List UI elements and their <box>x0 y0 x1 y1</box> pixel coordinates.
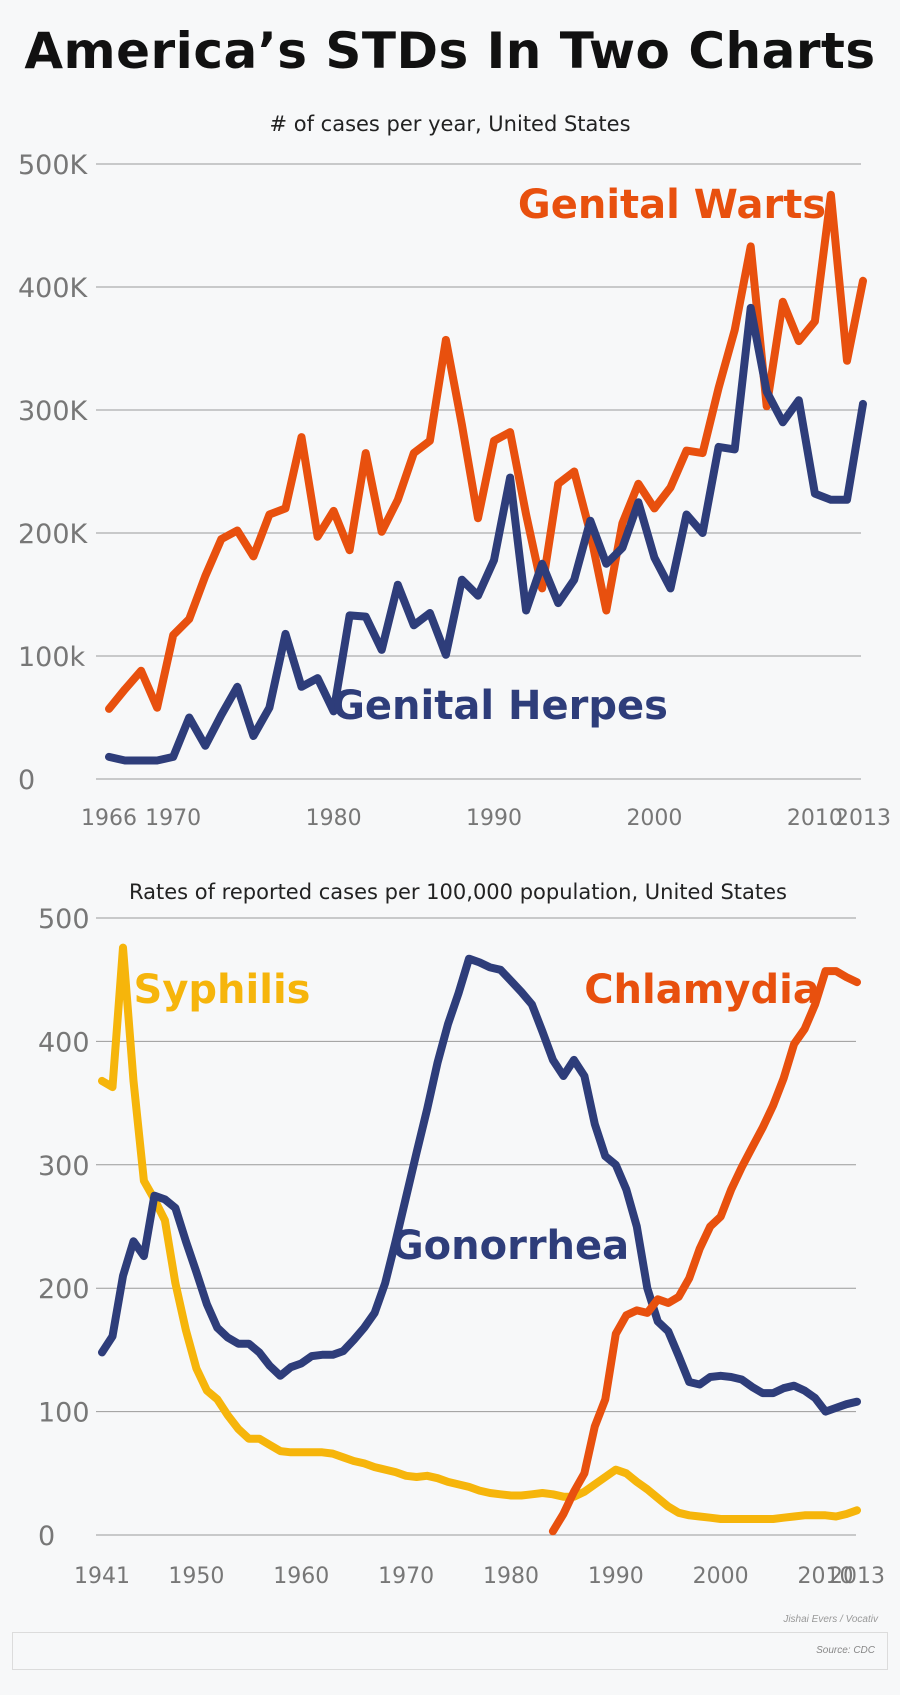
genital-warts-label: Genital Warts <box>518 182 826 228</box>
c1-ytick-label: 400K <box>18 273 89 304</box>
credit-text: Jishai Evers / Vocativ <box>783 1614 878 1625</box>
c2-ytick-label: 0 <box>38 1521 55 1552</box>
c2-xtick-label: 1970 <box>378 1564 434 1589</box>
c1-xtick-label: 1966 <box>81 806 137 831</box>
c1-ytick-label: 200K <box>18 519 89 550</box>
cases-chart-subtitle: # of cases per year, United States <box>269 112 630 136</box>
c1-ytick-label: 100k <box>18 642 86 673</box>
source-box: Source: CDC <box>12 1632 888 1670</box>
genital-warts-line <box>105 190 867 713</box>
cases-chart-svg: # of cases per year, United States 0 100k… <box>18 112 891 831</box>
gonorrhea-label: Gonorrhea <box>391 1223 629 1269</box>
chlamydia-label: Chlamydia <box>584 967 820 1013</box>
c1-ytick-label: 0 <box>18 765 35 796</box>
syphilis-line <box>98 943 861 1523</box>
page-title: America’s STDs In Two Charts <box>24 22 876 80</box>
cases-chart: # of cases per year, United States 0 100k… <box>18 112 891 831</box>
syphilis-label: Syphilis <box>134 967 311 1013</box>
c1-xtick-label: 1970 <box>145 806 201 831</box>
c2-ytick-label: 200 <box>38 1274 90 1305</box>
c1-xtick-label: 2000 <box>626 806 682 831</box>
c2-xtick-label: 1960 <box>273 1564 329 1589</box>
c1-xtick-label: 2013 <box>835 806 891 831</box>
c1-ytick-label: 500K <box>18 150 89 181</box>
c1-xtick-label: 1980 <box>306 806 362 831</box>
gonorrhea-line <box>98 954 861 1416</box>
c2-xtick-label: 1980 <box>483 1564 539 1589</box>
c2-ytick-label: 500 <box>38 904 90 935</box>
c2-xtick-label: 2013 <box>829 1564 885 1589</box>
c2-ytick-label: 100 <box>38 1398 90 1429</box>
c2-xtick-label: 2010 <box>798 1564 854 1589</box>
c2-xtick-label: 1990 <box>588 1564 644 1589</box>
c2-xtick-label: 1941 <box>74 1564 130 1589</box>
c2-xtick-label: 1950 <box>168 1564 224 1589</box>
c2-ytick-label: 400 <box>38 1027 90 1058</box>
chlamydia-line <box>548 967 861 1536</box>
genital-herpes-label: Genital Herpes <box>332 683 668 729</box>
c2-ytick-label: 300 <box>38 1151 90 1182</box>
rates-chart-subtitle: Rates of reported cases per 100,000 popu… <box>129 880 787 904</box>
source-text: Source: CDC <box>816 1645 875 1656</box>
c1-ytick-label: 300K <box>18 396 89 427</box>
genital-herpes-line <box>105 303 867 765</box>
c1-xtick-label: 1990 <box>466 806 522 831</box>
c2-xtick-label: 2000 <box>693 1564 749 1589</box>
c1-xtick-label: 2010 <box>787 806 843 831</box>
